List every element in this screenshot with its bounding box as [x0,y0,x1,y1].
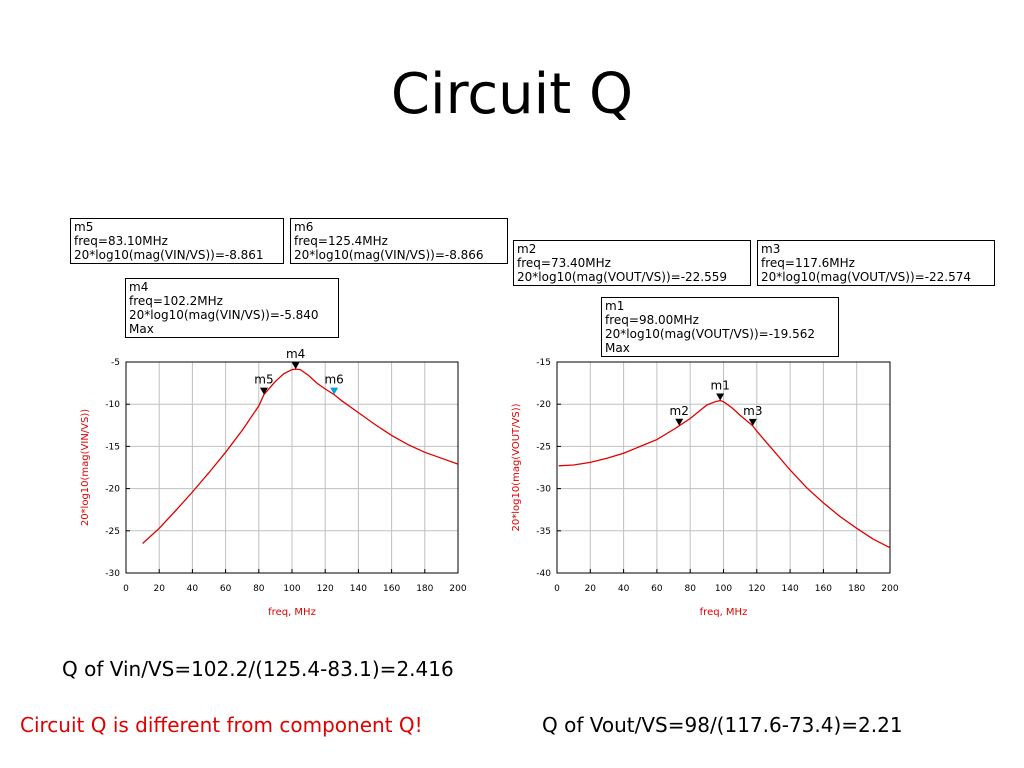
marker-box-name: m6 [294,220,314,234]
y-tick-label: -25 [105,527,120,537]
marker-box-freq: freq=98.00MHz [605,313,699,327]
marker-box-freq: freq=102.2MHz [129,294,223,308]
caption-vout-q: Q of Vout/VS=98/(117.6-73.4)=2.21 [542,713,903,737]
x-tick-label: 60 [220,584,232,594]
x-tick-label: 0 [554,584,560,594]
marker-m1-label: m1 [711,379,730,393]
marker-box-freq: freq=73.40MHz [517,256,611,270]
slide-title: Circuit Q [390,62,634,127]
x-tick-label: 40 [618,584,630,594]
marker-box-m2: m2 freq=73.40MHz 20*log10(mag(VOUT/VS))=… [513,240,751,286]
y-tick-label: -20 [536,400,551,410]
marker-m4-triangle [291,362,300,370]
marker-box-name: m2 [517,242,537,256]
caption-circuit-q-note: Circuit Q is different from component Q! [20,713,423,737]
x-tick-label: 180 [848,584,865,594]
y-tick-label: -40 [536,569,551,579]
marker-box-name: m4 [129,280,149,294]
marker-box-value: 20*log10(mag(VIN/VS))=-8.866 [294,248,484,262]
marker-box-freq: freq=125.4MHz [294,234,388,248]
marker-m3-label: m3 [743,404,762,418]
marker-box-value: 20*log10(mag(VOUT/VS))=-22.559 [517,270,728,284]
marker-m2-label: m2 [670,404,689,418]
y-axis-label: 20*log10(mag(VIN/VS)) [80,409,91,526]
x-tick-label: 60 [651,584,663,594]
x-tick-label: 140 [350,584,367,594]
marker-m4-label: m4 [286,347,305,361]
y-tick-label: -35 [536,527,551,537]
x-tick-label: 160 [815,584,832,594]
marker-box-m6: m6 freq=125.4MHz 20*log10(mag(VIN/VS))=-… [290,218,508,264]
y-tick-label: -15 [536,358,551,368]
marker-box-m5: m5 freq=83.10MHz 20*log10(mag(VIN/VS))=-… [70,218,284,264]
marker-box-m4: m4 freq=102.2MHz 20*log10(mag(VIN/VS))=-… [125,278,339,338]
y-tick-label: -30 [105,569,120,579]
marker-box-max: Max [605,341,630,355]
x-tick-label: 200 [881,584,898,594]
marker-box-m3: m3 freq=117.6MHz 20*log10(mag(VOUT/VS))=… [757,240,995,286]
x-tick-label: 80 [684,584,696,594]
x-tick-label: 80 [253,584,265,594]
marker-box-value: 20*log10(mag(VIN/VS))=-8.861 [74,248,264,262]
x-tick-label: 100 [283,584,300,594]
x-tick-label: 20 [153,584,165,594]
x-tick-label: 0 [123,584,129,594]
x-tick-label: 160 [383,584,400,594]
series-line [142,368,459,544]
marker-m5-triangle [259,387,268,395]
marker-box-freq: freq=117.6MHz [761,256,855,270]
y-tick-label: -10 [105,400,120,410]
series-line [558,399,891,549]
x-axis-label: freq, MHz [700,607,748,618]
marker-m5-label: m5 [254,373,273,387]
marker-box-m1: m1 freq=98.00MHz 20*log10(mag(VOUT/VS))=… [601,297,839,357]
x-tick-label: 180 [416,584,433,594]
y-axis-label: 20*log10(mag(VOUT/VS)) [511,403,522,531]
y-tick-label: -5 [111,358,120,368]
marker-m6-triangle [330,387,339,395]
x-tick-label: 120 [317,584,334,594]
marker-box-name: m3 [761,242,781,256]
x-tick-label: 40 [187,584,199,594]
marker-m2-triangle [675,418,684,426]
marker-box-value: 20*log10(mag(VOUT/VS))=-22.574 [761,270,972,284]
y-tick-label: -20 [105,485,120,495]
caption-vin-q: Q of Vin/VS=102.2/(125.4-83.1)=2.416 [62,657,454,681]
y-tick-label: -15 [105,442,120,452]
x-tick-label: 100 [715,584,732,594]
x-tick-label: 20 [585,584,597,594]
marker-m3-triangle [748,418,757,426]
marker-box-name: m5 [74,220,94,234]
y-tick-label: -25 [536,442,551,452]
marker-box-freq: freq=83.10MHz [74,234,168,248]
marker-box-value: 20*log10(mag(VOUT/VS))=-19.562 [605,327,816,341]
marker-box-value: 20*log10(mag(VIN/VS))=-5.840 [129,308,319,322]
x-tick-label: 140 [782,584,799,594]
marker-box-max: Max [129,322,154,336]
marker-m6-label: m6 [324,373,343,387]
x-tick-label: 120 [748,584,765,594]
x-tick-label: 200 [449,584,466,594]
y-tick-label: -30 [536,485,551,495]
x-axis-label: freq, MHz [268,607,316,618]
marker-box-name: m1 [605,299,625,313]
marker-m1-triangle [716,393,725,401]
